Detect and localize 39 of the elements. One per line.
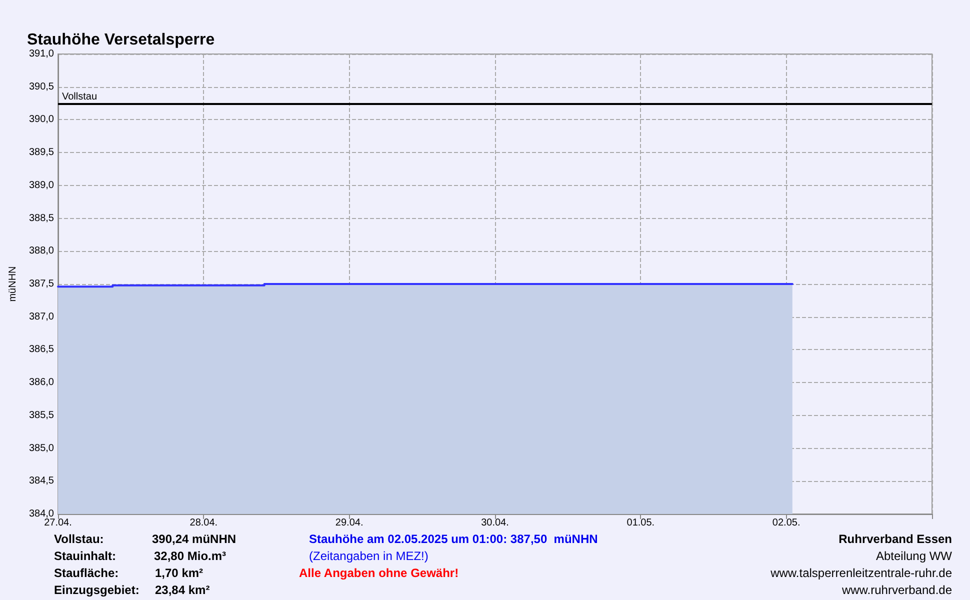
x-tick-label: 27.04. bbox=[44, 518, 72, 528]
y-tick-label: 386,5 bbox=[28, 344, 54, 356]
ref-line-label: Vollstau bbox=[62, 91, 98, 102]
y-tick-label: 388,0 bbox=[28, 246, 54, 257]
text: (Zeitangaben in MEZ!) bbox=[309, 549, 428, 563]
y-tick-label: 384,5 bbox=[28, 476, 54, 487]
y-tick-label: 391,0 bbox=[28, 48, 54, 60]
x-tick-label: 29.04. bbox=[335, 518, 364, 528]
x-tick-label: 01.05. bbox=[626, 518, 655, 528]
text: Ruhrverband Essen bbox=[838, 532, 952, 546]
text: Abteilung WW bbox=[876, 549, 953, 563]
y-tick-label: 389,5 bbox=[28, 147, 54, 158]
y-tick-label: 388,5 bbox=[28, 212, 54, 224]
y-tick-label: 389,0 bbox=[28, 180, 54, 191]
chart-title: Stauhöhe Versetalsperre bbox=[27, 32, 215, 48]
y-tick-label: 387,5 bbox=[28, 278, 54, 290]
x-tick-label: 30.04. bbox=[481, 518, 509, 528]
y-tick-label: 385,5 bbox=[28, 410, 54, 421]
y-tick-label: 384,0 bbox=[28, 508, 54, 520]
text: Staufläche: bbox=[54, 566, 119, 580]
text: 390,24 müNHN bbox=[152, 532, 236, 546]
text: Einzugsgebiet: bbox=[54, 583, 140, 597]
text: 32,80 Mio.m³ bbox=[154, 549, 226, 563]
text: Alle Angaben ohne Gewähr! bbox=[299, 566, 459, 580]
text: Stauinhalt: bbox=[54, 549, 116, 563]
text: www.talsperrenleitzentrale-ruhr.de bbox=[770, 566, 952, 580]
text: Stauhöhe am 02.05.2025 um 01:00: 387,50 müNHN bbox=[309, 532, 598, 546]
y-tick-label: 390,0 bbox=[28, 114, 54, 126]
y-tick-label: 387,0 bbox=[28, 311, 54, 322]
x-tick-label: 28.04. bbox=[190, 518, 218, 528]
text: 23,84 km² bbox=[155, 583, 210, 597]
text: Vollstau: bbox=[54, 532, 104, 546]
y-tick-label: 386,0 bbox=[28, 377, 54, 388]
y-tick-label: 390,5 bbox=[28, 81, 54, 92]
y-axis-title: müNHN bbox=[8, 266, 18, 302]
text: www.ruhrverband.de bbox=[840, 583, 952, 597]
x-tick-label: 02.05. bbox=[772, 518, 800, 528]
y-tick-label: 385,0 bbox=[28, 442, 54, 454]
text: 1,70 km² bbox=[155, 566, 204, 580]
